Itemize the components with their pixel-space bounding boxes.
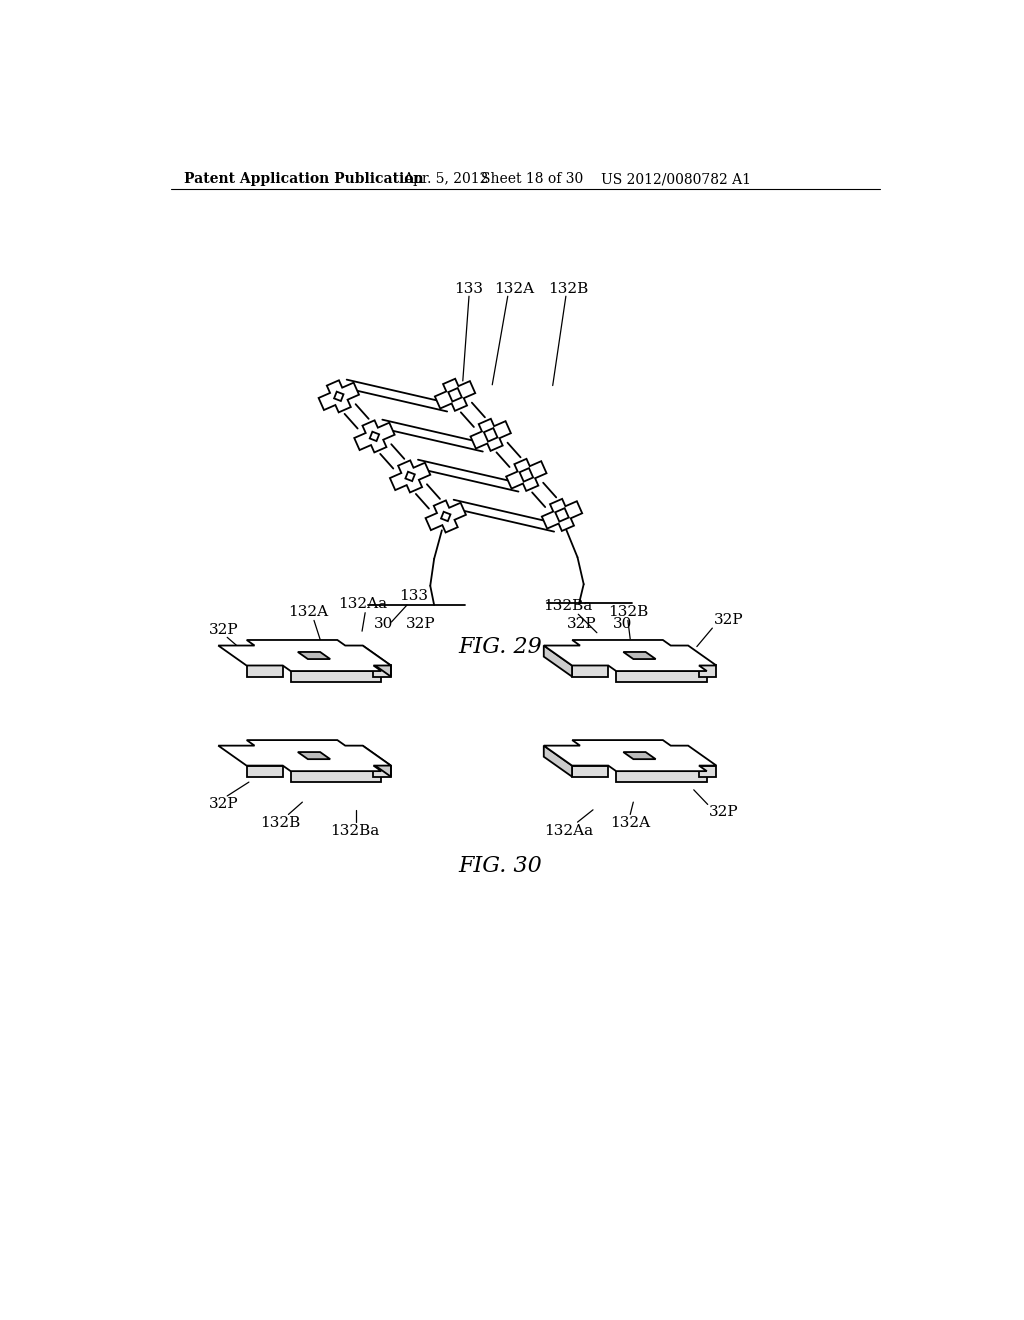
Text: 132B: 132B (260, 816, 301, 830)
Text: 32P: 32P (209, 797, 239, 812)
Polygon shape (354, 420, 394, 453)
Text: 30: 30 (612, 616, 632, 631)
Text: US 2012/0080782 A1: US 2012/0080782 A1 (601, 172, 751, 186)
Polygon shape (298, 652, 330, 659)
Text: 32P: 32P (209, 623, 239, 638)
Text: 132A: 132A (494, 282, 534, 296)
Text: 132B: 132B (548, 282, 589, 296)
Text: 32P: 32P (566, 616, 596, 631)
Text: FIG. 30: FIG. 30 (458, 855, 542, 878)
Polygon shape (298, 752, 330, 759)
Polygon shape (426, 500, 466, 532)
Polygon shape (374, 766, 391, 776)
Text: 132A: 132A (610, 816, 650, 830)
Text: Patent Application Publication: Patent Application Publication (183, 172, 424, 186)
Text: Sheet 18 of 30: Sheet 18 of 30 (480, 172, 583, 186)
Polygon shape (441, 512, 451, 521)
Polygon shape (542, 499, 583, 531)
Text: 132Ba: 132Ba (544, 599, 593, 612)
Polygon shape (544, 640, 717, 671)
Polygon shape (247, 665, 283, 677)
Text: 132B: 132B (608, 605, 648, 619)
Polygon shape (699, 766, 717, 776)
Polygon shape (470, 418, 511, 451)
Polygon shape (544, 746, 572, 776)
Polygon shape (374, 665, 391, 677)
Polygon shape (616, 771, 707, 783)
Text: 132Aa: 132Aa (338, 597, 387, 611)
Text: 133: 133 (398, 590, 428, 603)
Polygon shape (544, 645, 572, 677)
Polygon shape (362, 645, 391, 677)
Polygon shape (291, 771, 381, 783)
Text: 133: 133 (455, 282, 483, 296)
Polygon shape (572, 665, 608, 677)
Polygon shape (572, 766, 608, 776)
Polygon shape (484, 428, 498, 442)
Polygon shape (370, 432, 379, 441)
Text: 132A: 132A (288, 605, 328, 619)
Text: 132Aa: 132Aa (544, 824, 593, 838)
Polygon shape (247, 766, 283, 776)
Polygon shape (506, 459, 547, 491)
Polygon shape (624, 652, 655, 659)
Text: 32P: 32P (714, 612, 743, 627)
Polygon shape (555, 508, 568, 521)
Text: 32P: 32P (407, 616, 436, 631)
Polygon shape (334, 392, 343, 401)
Polygon shape (519, 469, 534, 482)
Polygon shape (406, 471, 415, 480)
Polygon shape (318, 380, 359, 412)
Polygon shape (435, 379, 475, 411)
Polygon shape (218, 741, 391, 771)
Polygon shape (449, 388, 462, 401)
Polygon shape (544, 741, 717, 771)
Polygon shape (699, 665, 717, 677)
Text: 32P: 32P (710, 805, 739, 820)
Text: 132Ba: 132Ba (330, 824, 379, 838)
Text: 30: 30 (374, 616, 393, 631)
Polygon shape (291, 671, 381, 682)
Text: Apr. 5, 2012: Apr. 5, 2012 (403, 172, 488, 186)
Polygon shape (616, 671, 707, 682)
Polygon shape (390, 461, 430, 492)
Polygon shape (362, 746, 391, 776)
Polygon shape (624, 752, 655, 759)
Text: FIG. 29: FIG. 29 (458, 636, 542, 657)
Polygon shape (218, 640, 391, 671)
